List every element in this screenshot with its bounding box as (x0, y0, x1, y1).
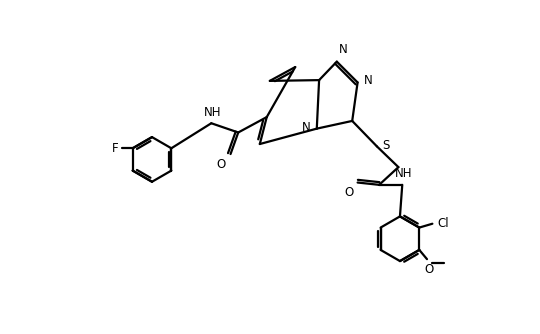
Text: N: N (339, 43, 348, 56)
Text: N: N (302, 121, 310, 134)
Text: O: O (216, 158, 225, 171)
Text: O: O (345, 186, 354, 199)
Text: NH: NH (204, 106, 221, 119)
Text: O: O (424, 263, 433, 276)
Text: F: F (111, 142, 118, 155)
Text: NH: NH (395, 167, 413, 180)
Text: S: S (382, 139, 390, 152)
Text: N: N (364, 74, 373, 88)
Text: Cl: Cl (437, 217, 449, 230)
